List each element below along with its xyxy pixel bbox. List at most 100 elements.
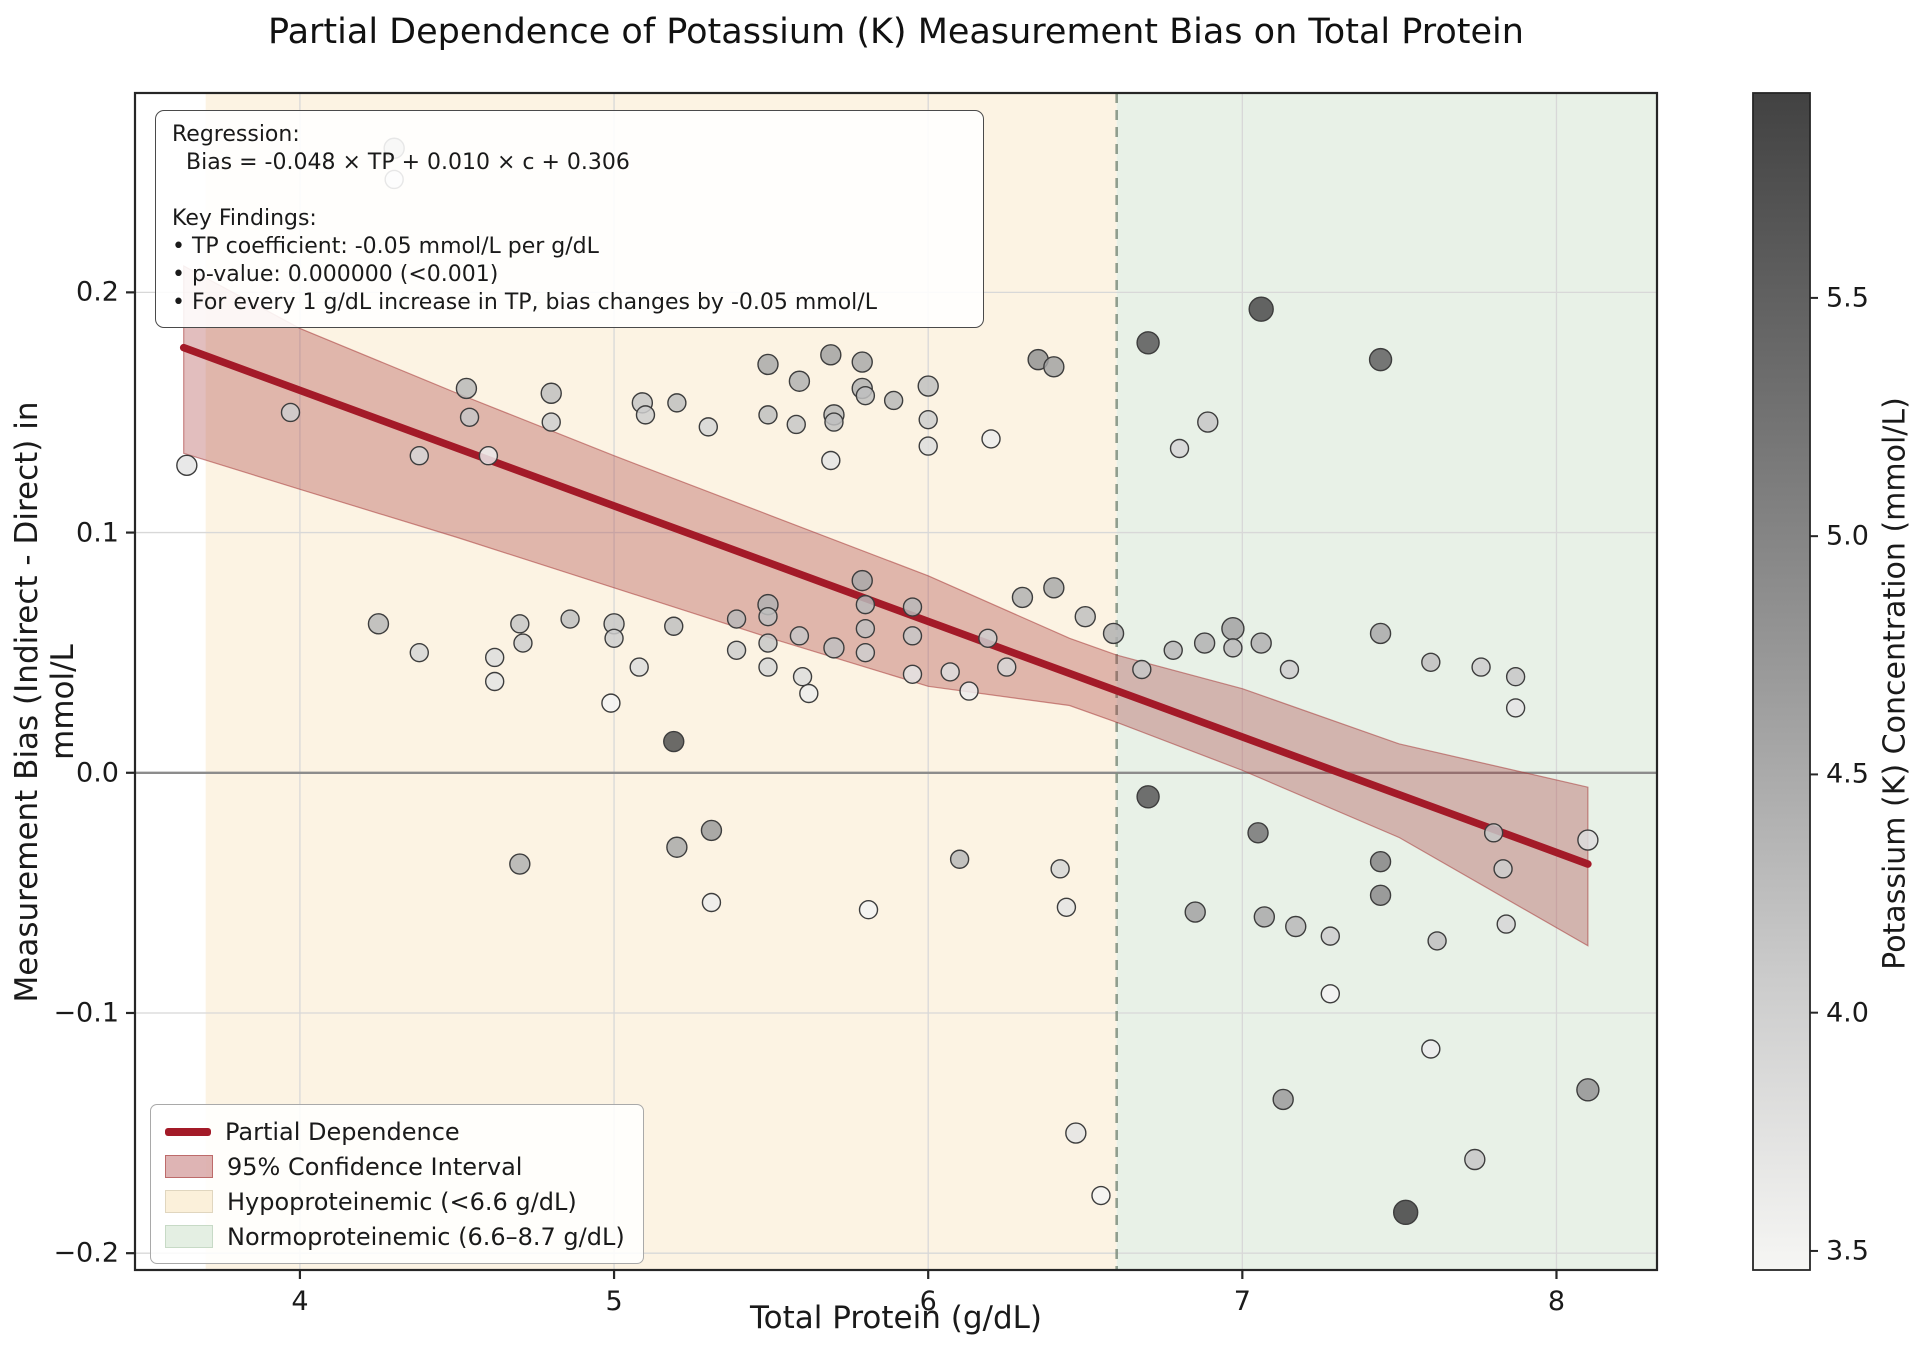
colorbar-tick-label: 5.5 [1826, 282, 1869, 314]
legend-label: Partial Dependence [225, 1117, 460, 1146]
scatter-point [1169, 438, 1190, 459]
scatter-point [1065, 1122, 1087, 1144]
scatter-point [1050, 859, 1070, 879]
plot-border [133, 91, 1659, 1272]
scatter-point [758, 606, 778, 627]
scatter-point [635, 405, 656, 425]
scatter-point [1471, 657, 1491, 677]
chart-title: Partial Dependence of Potassium (K) Meas… [268, 12, 1524, 52]
scatter-point [629, 657, 649, 677]
scatter-point [786, 414, 806, 435]
scatter-point [978, 628, 998, 648]
scatter-point [663, 730, 685, 753]
scatter-point [409, 446, 429, 466]
scatter-point [1483, 823, 1504, 843]
scatter-point [1369, 622, 1392, 645]
scatter-point [1011, 586, 1034, 609]
scatter-point [1197, 411, 1219, 433]
legend: Partial Dependence 95% Confidence Interva… [150, 1104, 644, 1264]
scatter-point [1250, 632, 1272, 654]
scatter-point [1576, 1078, 1600, 1102]
scatter-point [758, 657, 778, 677]
scatter-point [540, 382, 562, 404]
scatter-point [409, 642, 429, 663]
scatter-point [1320, 926, 1340, 946]
scatter-point [726, 609, 747, 629]
scatter-point [949, 849, 970, 869]
scatter-point [851, 569, 873, 592]
regression-line [179, 343, 1592, 868]
scatter-point [823, 637, 845, 659]
scatter-point [757, 353, 779, 376]
scatter-point [1136, 331, 1160, 355]
y-tick-label: 0.2 [76, 276, 119, 308]
scatter-point [1272, 1088, 1294, 1111]
scatter-point [1369, 884, 1392, 906]
scatter-point [1136, 785, 1160, 809]
scatter-point [604, 628, 624, 648]
legend-swatch-patch [165, 1225, 213, 1248]
scatter-point [1248, 296, 1274, 322]
x-tick-label: 4 [291, 1286, 309, 1317]
scatter-point [1493, 859, 1513, 879]
legend-item: 95% Confidence Interval [165, 1149, 625, 1184]
scatter-point [917, 375, 939, 397]
scatter-point [1184, 901, 1206, 923]
scatter-point [855, 385, 876, 406]
scatter-point [1223, 638, 1243, 658]
scatter-point [509, 853, 531, 875]
scatter-point [959, 681, 979, 701]
scatter-point [1221, 616, 1245, 641]
normoproteinemic-region [1116, 93, 1657, 1270]
scatter-point [726, 640, 747, 660]
y-tick-label: −0.1 [53, 997, 119, 1029]
scatter-point [799, 683, 819, 704]
scatter-point [560, 609, 580, 629]
scatter-point [701, 892, 722, 913]
legend-item: Normoproteinemic (6.6–8.7 g/dL) [165, 1219, 625, 1254]
scatter-point [664, 616, 684, 636]
scatter-point [821, 450, 841, 471]
scatter-point [1320, 984, 1340, 1004]
scatter-point [981, 429, 1001, 449]
colorbar-tick-label: 3.5 [1826, 1235, 1869, 1267]
scatter-point [700, 819, 723, 842]
scatter-point [459, 407, 480, 427]
scatter-point [455, 377, 478, 400]
scatter-point [1193, 632, 1216, 654]
colorbar [1752, 92, 1811, 1271]
scatter-point [855, 618, 876, 639]
scatter-point [1421, 652, 1441, 672]
scatter-point [176, 454, 198, 477]
scatter-point [902, 626, 923, 646]
scatter-point [1427, 931, 1447, 951]
y-tick-label: 0.1 [76, 517, 119, 549]
scatter-point [478, 446, 499, 466]
scatter-point [758, 405, 778, 425]
x-tick-label: 5 [605, 1286, 623, 1317]
scatter-point [1056, 897, 1077, 917]
colorbar-tick-label: 5.0 [1826, 520, 1869, 552]
scatter-point [1392, 1199, 1419, 1226]
annotation-line: Bias = -0.048 × TP + 0.010 × c + 0.306 [172, 150, 630, 175]
scatter-point [1132, 659, 1152, 680]
scatter-point [758, 633, 778, 653]
scatter-point [1285, 915, 1307, 938]
scatter-point [902, 664, 923, 684]
scatter-point [484, 671, 505, 692]
scatter-point [858, 899, 879, 920]
scatter-point [1577, 829, 1599, 851]
y-axis-label: Measurement Bias (Indirect - Direct) in … [9, 401, 81, 1003]
scatter-point [883, 390, 904, 411]
scatter-point [792, 666, 813, 687]
scatter-point [1369, 850, 1392, 873]
scatter-point [940, 662, 960, 682]
scatter-point [918, 436, 938, 456]
colorbar-tick-label: 4.0 [1826, 997, 1869, 1029]
legend-item: Partial Dependence [165, 1114, 625, 1149]
annotation-line: • TP coefficient: -0.05 mmol/L per g/dL [172, 234, 599, 259]
scatter-point [1253, 906, 1276, 928]
scatter-point [997, 657, 1017, 677]
scatter-point [855, 594, 876, 615]
